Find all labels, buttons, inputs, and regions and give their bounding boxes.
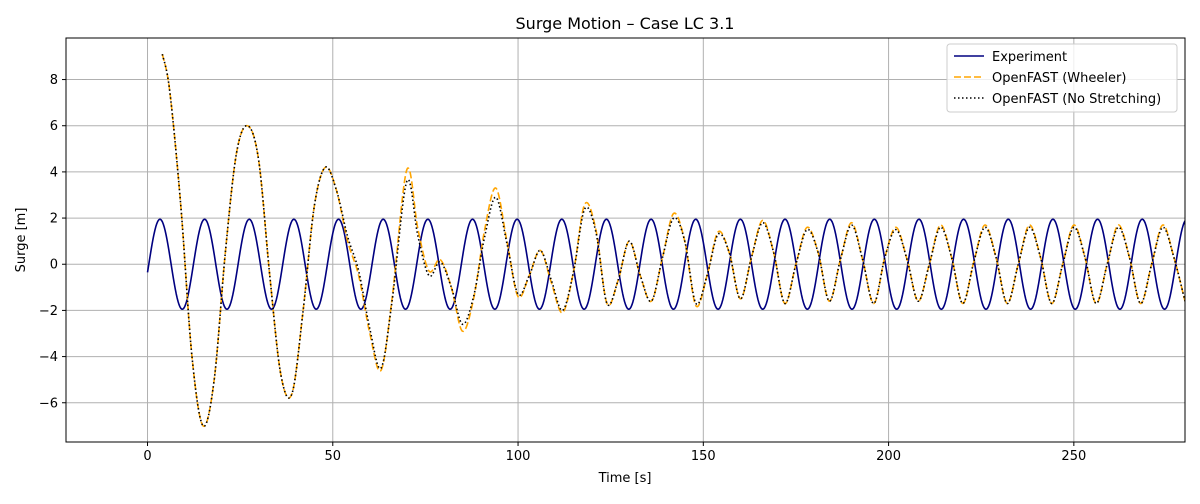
x-tick-label: 100 xyxy=(506,449,531,464)
series-line-0 xyxy=(146,218,1185,311)
x-axis-label: Time [s] xyxy=(598,471,652,486)
plot-frame xyxy=(65,37,1186,443)
y-tick-label: 0 xyxy=(50,258,58,273)
y-tick-label: −2 xyxy=(39,304,58,319)
legend-label-experiment: Experiment xyxy=(992,50,1067,65)
chart-title: Surge Motion – Case LC 3.1 xyxy=(516,14,735,33)
x-tick-label: 0 xyxy=(143,449,151,464)
series-lines xyxy=(146,53,1185,427)
series-line-2 xyxy=(161,53,1185,427)
y-tick-label: −6 xyxy=(39,396,58,411)
y-tick-label: 6 xyxy=(50,119,58,134)
y-tick-label: −4 xyxy=(39,350,58,365)
x-tick-label: 50 xyxy=(325,449,342,464)
legend-box xyxy=(946,43,1178,113)
x-tick-label: 150 xyxy=(691,449,716,464)
y-tick-label: 2 xyxy=(50,212,58,227)
y-tick-label: 8 xyxy=(50,73,58,88)
x-tick-label: 200 xyxy=(876,449,901,464)
legend-label-no-stretching: OpenFAST (No Stretching) xyxy=(992,92,1161,107)
y-tick-label: 4 xyxy=(50,165,58,180)
y-axis-label: Surge [m] xyxy=(14,208,29,273)
legend: Experiment OpenFAST (Wheeler) OpenFAST (… xyxy=(946,43,1178,113)
x-tick-label: 250 xyxy=(1061,449,1086,464)
axis-ticks: 0 50 100 150 200 250 −6 −4 −2 0 2 4 6 8 xyxy=(39,73,1086,464)
legend-label-wheeler: OpenFAST (Wheeler) xyxy=(992,71,1126,86)
